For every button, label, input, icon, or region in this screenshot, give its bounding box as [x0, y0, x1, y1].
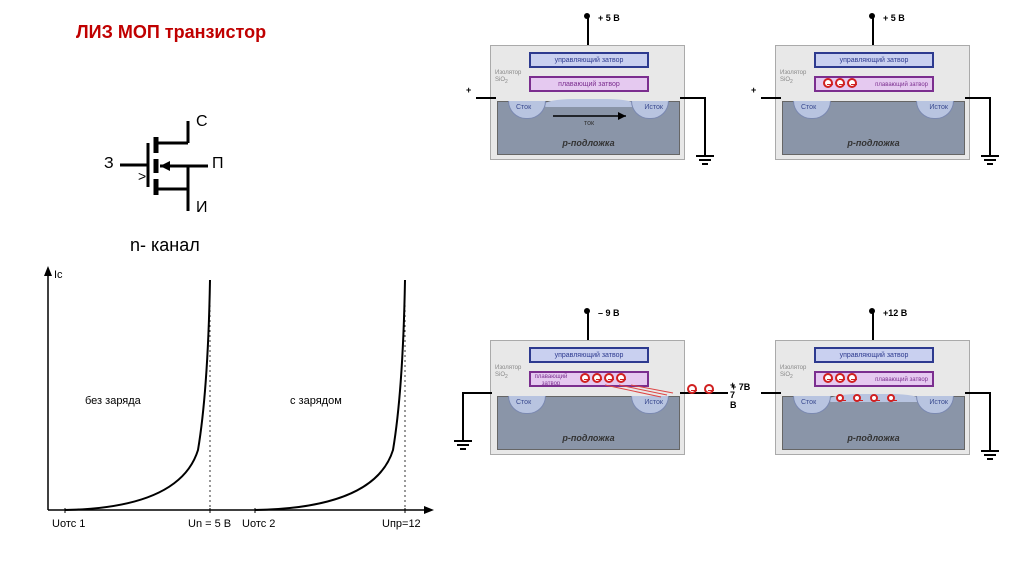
curve2-label: с зарядом	[290, 395, 342, 407]
electron-icon	[687, 384, 697, 394]
ground-icon	[696, 155, 714, 169]
drain-label: Сток	[516, 104, 531, 111]
mosfet-body: управляющий затвор плавающий затвор Изол…	[775, 45, 970, 160]
left-terminal-d: + 7В	[731, 382, 750, 392]
electron-icon	[847, 78, 857, 88]
channel-type-label: n- канал	[130, 235, 200, 256]
control-gate: управляющий затвор	[814, 52, 934, 68]
y-axis-label: Ic	[54, 269, 63, 281]
control-gate: управляющий затвор	[529, 52, 649, 68]
floating-gate: плавающий затвор	[814, 76, 934, 92]
xtick-1: Un = 5 В	[188, 518, 231, 530]
page-title: ЛИЗ МОП транзистор	[76, 22, 266, 43]
electron-icon	[887, 394, 895, 402]
electron-icon	[704, 384, 714, 394]
mosfet-diagram-b: + 5 В управляющий затвор плавающий затво…	[765, 15, 995, 175]
left-terminal-a: +	[466, 85, 471, 95]
insulator-label: ИзоляторSiO2	[495, 365, 521, 381]
source-label: Исток	[929, 399, 948, 406]
source-label: Исток	[929, 104, 948, 111]
channel	[544, 99, 636, 107]
electron-icon	[835, 78, 845, 88]
insulator-label: ИзоляторSiO2	[780, 365, 806, 381]
mosfet-diagram-c: – 9 В управляющий затвор плавающий затво…	[480, 310, 710, 470]
ground-icon	[981, 155, 999, 169]
floating-gate: плавающий затвор	[529, 76, 649, 92]
svg-text:>: >	[138, 168, 146, 184]
electron-icon	[835, 373, 845, 383]
curve1-label: без заряда	[85, 395, 141, 407]
mosfet-body: управляющий затвор плавающий затвор Изол…	[775, 340, 970, 455]
drain-label: Сток	[801, 104, 816, 111]
electron-icon	[836, 394, 844, 402]
substrate-label: p-подложка	[498, 138, 679, 148]
mosfet-symbol-svg: >	[100, 85, 250, 235]
ground-icon	[981, 450, 999, 464]
mosfet-body: управляющий затвор плавающий затвор Изол…	[490, 340, 685, 455]
mosfet-diagram-a: + 5 В управляющий затвор плавающий затво…	[480, 15, 710, 175]
electron-icon	[870, 394, 878, 402]
source-label: Исток	[644, 104, 663, 111]
ground-icon	[454, 440, 472, 454]
substrate: Сток Исток p-подложка	[782, 101, 965, 155]
mosfet-symbol: > З С П И n- канал	[100, 85, 250, 195]
floating-gate: плавающий затвор	[814, 371, 934, 387]
substrate-label: p-подложка	[498, 433, 679, 443]
xtick-2: Uотс 2	[242, 518, 275, 530]
mosfet-diagram-d: +12 В управляющий затвор плавающий затво…	[765, 310, 995, 470]
electron-icon	[823, 78, 833, 88]
drain-label: Сток	[801, 399, 816, 406]
gate-voltage-b: + 5 В	[883, 13, 905, 23]
substrate: Сток Исток p-подложка	[782, 396, 965, 450]
iv-chart: Ic без заряда с зарядом Uотс 1 Un = 5 В …	[30, 260, 440, 545]
current-arrow-icon: ток	[548, 110, 633, 126]
injection-arrows-icon	[601, 381, 691, 406]
substrate: Сток Исток ток p-подложка	[497, 101, 680, 155]
terminal-drain-label: С	[196, 113, 208, 131]
insulator-label: ИзоляторSiO2	[495, 70, 521, 86]
drain-label: Сток	[516, 399, 531, 406]
mosfet-body: управляющий затвор плавающий затвор Изол…	[490, 45, 685, 160]
gate-voltage-c: – 9 В	[598, 308, 620, 318]
electron-icon	[580, 373, 590, 383]
terminal-source-label: И	[196, 199, 208, 217]
control-gate: управляющий затвор	[814, 347, 934, 363]
insulator-label: ИзоляторSiO2	[780, 70, 806, 86]
control-gate: управляющий затвор	[529, 347, 649, 363]
substrate-label: p-подложка	[783, 433, 964, 443]
electron-icon	[847, 373, 857, 383]
svg-text:ток: ток	[584, 120, 595, 126]
gate-voltage-a: + 5 В	[598, 13, 620, 23]
terminal-gate-label: З	[104, 155, 114, 173]
gate-voltage-d: +12 В	[883, 308, 907, 318]
left-terminal-b: +	[751, 85, 756, 95]
electron-icon	[823, 373, 833, 383]
substrate-label: p-подложка	[783, 138, 964, 148]
xtick-0: Uотс 1	[52, 518, 85, 530]
xtick-3: Uпр=12	[382, 518, 421, 530]
electron-icon	[853, 394, 861, 402]
terminal-substrate-label: П	[212, 155, 224, 173]
